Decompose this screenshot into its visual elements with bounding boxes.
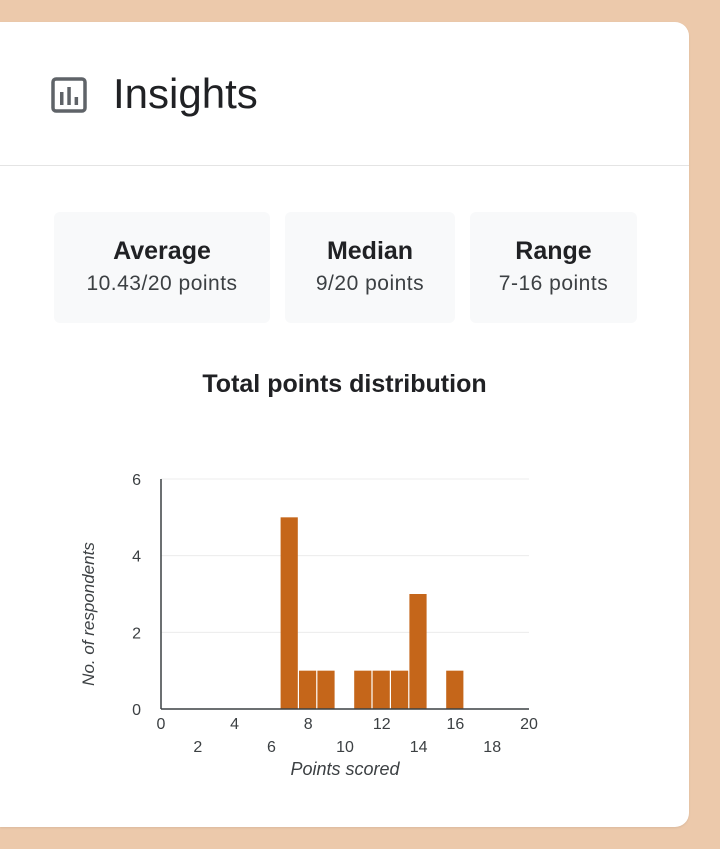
x-tick-label: 2 — [193, 739, 202, 756]
y-tick-label: 6 — [132, 472, 141, 489]
stat-average-label: Average — [113, 237, 211, 265]
chart-axes: 0 2 4 6 0 2 4 6 8 10 12 14 16 18 20 — [132, 472, 538, 756]
x-tick-label: 0 — [157, 716, 166, 733]
stat-range-value: 7-16 points — [498, 272, 609, 295]
stat-range-label: Range — [515, 237, 592, 265]
x-tick-label: 10 — [336, 739, 354, 756]
bar-chart-icon — [51, 77, 87, 113]
x-tick-label: 12 — [373, 716, 391, 733]
bar-16 — [446, 670, 464, 709]
bar-7 — [280, 517, 298, 709]
x-tick-label: 20 — [520, 716, 538, 733]
stat-median-value: 9/20 points — [315, 272, 425, 295]
chart-bars — [280, 517, 464, 709]
bar-14 — [409, 594, 427, 709]
bar-11 — [354, 670, 372, 709]
x-tick-label: 8 — [304, 716, 313, 733]
bar-9 — [317, 670, 335, 709]
insights-title: Insights — [113, 70, 258, 117]
y-axis-label: No. of respondents — [79, 542, 98, 686]
y-tick-label: 0 — [132, 702, 141, 719]
x-tick-label: 16 — [447, 716, 465, 733]
x-tick-label: 14 — [410, 739, 428, 756]
stat-average-value: 10.43/20 points — [86, 272, 238, 295]
y-tick-label: 4 — [132, 549, 141, 566]
stat-median-label: Median — [326, 237, 414, 265]
y-tick-label: 2 — [132, 625, 141, 642]
chart-gridlines — [161, 478, 529, 633]
insights-card: Insights Average 10.43/20 points Median … — [0, 22, 689, 827]
x-tick-label: 4 — [230, 716, 239, 733]
bar-12 — [372, 670, 390, 709]
insights-header: Insights — [0, 22, 689, 166]
x-tick-label: 18 — [483, 739, 501, 756]
points-distribution-chart: 0 2 4 6 0 2 4 6 8 10 12 14 16 18 20 Points scored No. … — [79, 472, 538, 779]
x-axis-label: Points scored — [290, 759, 400, 779]
x-tick-label: 6 — [267, 739, 276, 756]
stat-range: Range 7-16 points — [470, 212, 637, 323]
stat-median: Median 9/20 points — [285, 212, 455, 323]
chart-title: Total points distribution — [202, 370, 487, 398]
bar-13 — [391, 670, 409, 709]
bar-8 — [299, 670, 317, 709]
stat-average: Average 10.43/20 points — [54, 212, 270, 323]
